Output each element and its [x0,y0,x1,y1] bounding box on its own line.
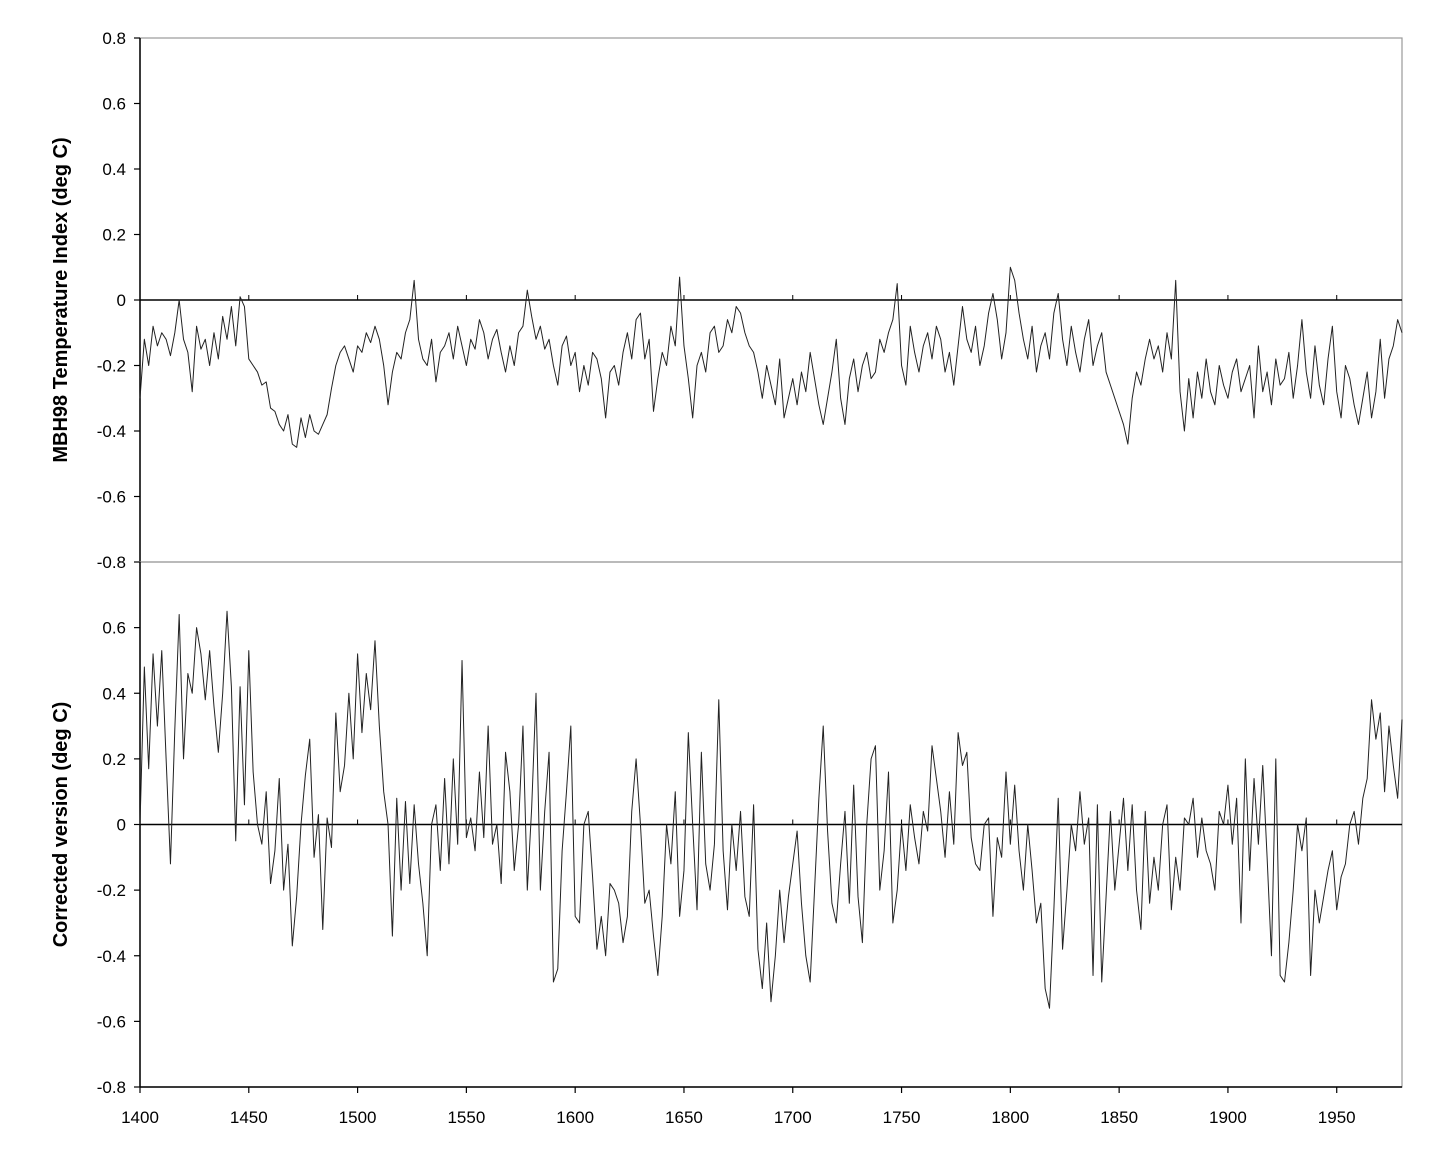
x-tick-label: 1600 [556,1108,594,1127]
y-tick-label: -0.8 [97,553,126,572]
y-tick-label: -0.4 [97,422,126,441]
x-tick-label: 1950 [1318,1108,1356,1127]
x-tick-label: 1850 [1100,1108,1138,1127]
panel-mbh98: 0.8 0.6 0.4 0.2 0 -0.2 -0.4 -0.6 -0.8 MBH98 Tempe… [50,29,1403,572]
x-tick-label: 1750 [883,1108,921,1127]
y-axis-title: Corrected version (deg C) [50,702,72,948]
series-line [139,266,1403,448]
x-tick-label: 1500 [339,1108,377,1127]
y-tick-label: -0.2 [97,357,126,376]
y-tick-label: -0.8 [97,1078,126,1097]
y-tick-label: 0 [117,816,126,835]
y-tick-label: -0.4 [97,947,126,966]
y-axis-title: MBH98 Temperature Index (deg C) [50,137,72,462]
panel-corrected: 0.6 0.4 0.2 0 -0.2 -0.4 -0.6 -0.8 Corrected vers… [50,561,1403,1097]
x-tick-label: 1450 [230,1108,268,1127]
x-tick-label: 1700 [774,1108,812,1127]
x-tick-label: 1550 [447,1108,485,1127]
y-tick-label: 0 [117,291,126,310]
series-line [139,610,1403,1009]
y-tick-label: -0.6 [97,1012,126,1031]
y-tick-label: 0.2 [102,226,126,245]
y-tick-label: 0.4 [102,160,126,179]
y-tick-label: 0.8 [102,29,126,48]
y-tick-label: 0.2 [102,750,126,769]
x-tick-label: 1900 [1209,1108,1247,1127]
y-tick-label: 0.6 [102,95,126,114]
y-tick-label: -0.2 [97,881,126,900]
y-tick-label: -0.6 [97,488,126,507]
x-axis: 1400 1450 1500 1550 1600 1650 1700 1750 1800 1850… [121,1086,1402,1127]
x-tick-label: 1650 [665,1108,703,1127]
y-tick-label: 0.6 [102,619,126,638]
x-tick-label: 1800 [991,1108,1029,1127]
y-tick-label: 0.4 [102,684,126,703]
x-tick-label: 1400 [121,1108,159,1127]
